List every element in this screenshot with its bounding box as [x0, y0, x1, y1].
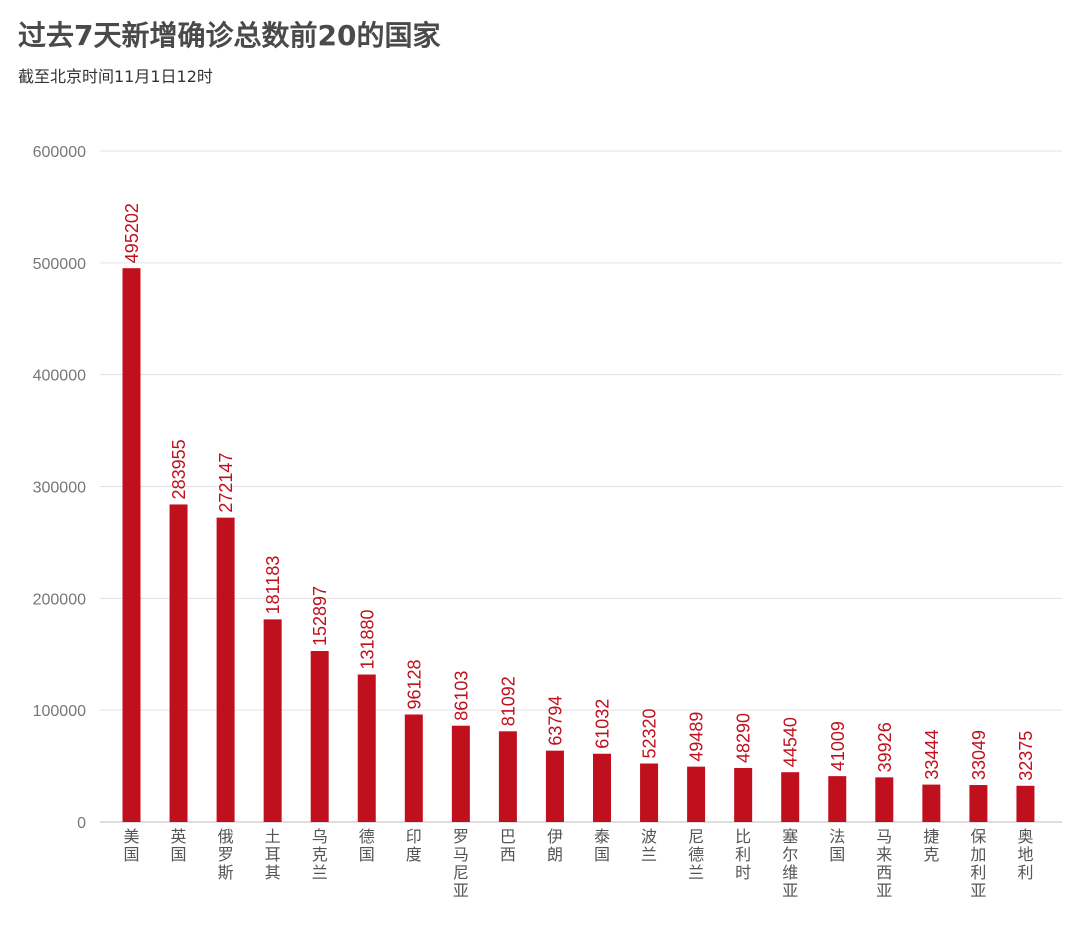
bar-value-label: 283955	[169, 439, 189, 499]
bar-value-label: 32375	[1016, 731, 1036, 781]
bar	[640, 763, 659, 822]
bar-value-label: 49489	[687, 712, 707, 762]
x-tick-label: 捷克	[923, 827, 939, 864]
bar-value-label: 63794	[545, 696, 565, 746]
x-tick-label: 比利时	[735, 827, 751, 882]
bar-value-label: 44540	[781, 717, 801, 767]
bar-value-label: 81092	[498, 676, 518, 726]
bar-value-label: 33049	[969, 730, 989, 780]
bar-value-label: 61032	[593, 699, 613, 749]
x-tick-label: 巴西	[500, 827, 516, 864]
x-tick-label: 罗马尼亚	[453, 827, 469, 900]
x-tick-label: 塞尔维亚	[782, 827, 798, 900]
bar	[969, 785, 988, 822]
bar-value-label: 48290	[734, 713, 754, 763]
x-tick-label: 波兰	[641, 827, 657, 864]
bar	[404, 714, 423, 822]
x-tick-label: 法国	[829, 827, 845, 864]
x-tick-label: 俄罗斯	[218, 827, 234, 882]
x-tick-label: 德国	[359, 827, 375, 864]
y-tick-label: 600000	[33, 144, 86, 161]
bar	[875, 777, 894, 822]
bar-value-label: 272147	[216, 453, 236, 513]
bar	[922, 784, 941, 822]
x-tick-label: 尼德兰	[688, 827, 704, 882]
bar	[122, 268, 141, 822]
bar	[169, 504, 188, 822]
value-labels: 495202 283955 272147 181183 152897 131880 9612…	[122, 203, 1036, 781]
x-tick-label: 泰国	[594, 827, 610, 864]
bar	[828, 776, 847, 822]
bar	[593, 753, 611, 822]
y-axis-ticks: 0 100000 200000 300000 400000 500000 600000	[33, 144, 86, 832]
bar-value-label: 52320	[640, 708, 660, 758]
gridlines	[100, 150, 1062, 823]
x-tick-label: 英国	[171, 827, 187, 864]
bar-value-label: 96128	[404, 659, 424, 709]
bar	[216, 517, 235, 822]
bar	[357, 674, 376, 822]
x-tick-label: 印度	[406, 827, 422, 864]
bar-value-label: 41009	[828, 721, 848, 771]
bar-value-label: 131880	[357, 609, 377, 669]
bar	[545, 750, 564, 822]
chart-subtitle: 截至北京时间11月1日12时	[18, 67, 213, 86]
bar-value-label: 86103	[451, 671, 471, 721]
bar	[781, 772, 800, 822]
bar-value-label: 152897	[310, 586, 330, 646]
bar	[498, 731, 517, 822]
bar	[1016, 785, 1035, 822]
y-tick-label: 200000	[33, 591, 86, 608]
bar-value-label: 181183	[263, 556, 283, 615]
bars	[122, 268, 1035, 822]
bar	[734, 767, 753, 822]
x-tick-label: 土耳其	[265, 827, 281, 882]
bar-value-label: 495202	[122, 203, 142, 263]
bar-value-label: 39926	[875, 722, 895, 772]
chart-title: 过去7天新增确诊总数前20的国家	[18, 19, 441, 52]
x-tick-label: 伊朗	[547, 827, 563, 864]
bar-value-label: 33444	[922, 730, 942, 780]
bar	[263, 619, 282, 822]
y-tick-label: 100000	[33, 703, 86, 720]
x-tick-label: 乌克兰	[312, 827, 328, 882]
x-tick-label: 保加利亚	[970, 827, 986, 900]
x-tick-label: 奥地利	[1017, 827, 1033, 882]
y-tick-label: 500000	[33, 256, 86, 273]
y-tick-label: 300000	[33, 480, 86, 497]
x-tick-label: 美国	[123, 827, 139, 864]
y-tick-label: 400000	[33, 368, 86, 385]
x-tick-label: 马来西亚	[876, 827, 892, 900]
bar	[687, 766, 706, 822]
bar	[310, 651, 329, 822]
y-tick-label: 0	[77, 815, 86, 832]
bar	[451, 725, 470, 822]
